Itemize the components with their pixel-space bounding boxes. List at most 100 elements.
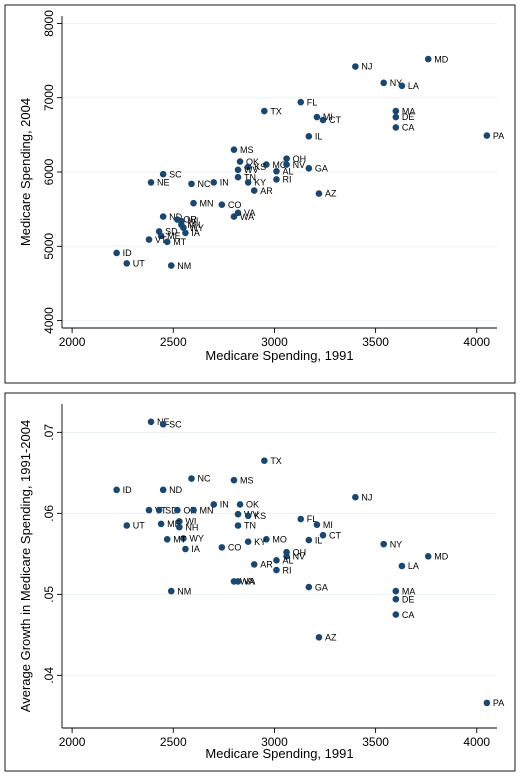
- data-point-ar: [250, 561, 258, 568]
- data-point-il: [305, 133, 313, 140]
- point-label-tn: TN: [244, 172, 256, 182]
- data-point-ms: [230, 146, 238, 154]
- x-ticks: 2000 2500 3000 3500 4000: [59, 328, 490, 349]
- x-ticks: 2000 2500 3000 3500 4000: [59, 728, 490, 749]
- data-point-co: [218, 201, 226, 208]
- data-point-in: [210, 179, 218, 186]
- data-point-ut: [123, 260, 131, 267]
- point-label-ma: MA: [402, 586, 416, 596]
- data-point-va: [234, 578, 242, 585]
- data-point-mn: [190, 506, 197, 514]
- point-label-nh: NH: [187, 220, 200, 230]
- point-label-ks: KS: [254, 511, 266, 521]
- point-label-ms: MS: [240, 145, 254, 155]
- point-label-tn: TN: [244, 521, 256, 531]
- data-point-ky: [244, 538, 252, 545]
- data-point-az: [315, 190, 323, 197]
- data-point-md: [424, 552, 432, 560]
- point-label-ct: CT: [329, 115, 341, 125]
- point-label-va: VA: [244, 208, 255, 218]
- point-label-nc: NC: [197, 474, 210, 484]
- point-label-ri: RI: [282, 175, 291, 185]
- y-tick-label: 8000: [42, 10, 56, 37]
- data-point-ut: [123, 522, 131, 529]
- point-label-ky: KY: [254, 537, 266, 547]
- point-label-me: ME: [167, 231, 181, 241]
- point-label-ma: MA: [402, 106, 416, 116]
- point-label-ky: KY: [254, 178, 266, 188]
- point-label-az: AZ: [325, 632, 337, 642]
- point-label-mn: MN: [200, 198, 214, 208]
- data-point-pa: [483, 699, 491, 707]
- data-point-ne: [147, 418, 155, 426]
- data-point-ca: [392, 124, 400, 131]
- point-label-id: ID: [123, 485, 133, 495]
- point-label-fl: FL: [307, 514, 318, 524]
- point-label-wi: WI: [187, 216, 198, 226]
- point-label-vt: VT: [155, 235, 167, 245]
- point-label-il: IL: [315, 535, 323, 545]
- data-point-co: [218, 544, 226, 551]
- data-point-ok: [236, 158, 244, 165]
- point-label-sd: SD: [165, 227, 178, 237]
- data-point-nv: [283, 552, 290, 560]
- data-point-id: [113, 249, 120, 257]
- data-point-fl: [297, 515, 305, 523]
- top-chart-panel: 4000 5000 6000 7000 8000 2000 2500 3000 3500 400…: [0, 0, 521, 388]
- point-label-tx: TX: [270, 456, 282, 466]
- data-point-tx: [261, 457, 268, 464]
- data-point-ne: [147, 179, 155, 186]
- data-point-nm: [167, 587, 175, 595]
- data-point-la: [398, 562, 406, 570]
- data-point-ia: [182, 229, 189, 237]
- point-label-nj: NJ: [361, 62, 372, 72]
- data-point-fl: [297, 98, 305, 106]
- data-point-nd: [159, 213, 167, 220]
- data-point-nj: [352, 493, 359, 501]
- point-label-mi: MI: [323, 520, 333, 530]
- data-point-wv: [234, 166, 242, 174]
- x-tick-label: 3500: [362, 335, 389, 349]
- point-label-va: VA: [244, 577, 255, 587]
- point-label-mt: MT: [173, 534, 186, 544]
- data-point-mi: [313, 113, 321, 121]
- data-point-ct: [319, 116, 327, 124]
- data-point-in: [210, 501, 218, 508]
- x-tick-label: 4000: [463, 735, 490, 749]
- point-label-la: LA: [408, 81, 419, 91]
- data-point-nj: [352, 63, 359, 70]
- data-point-al: [273, 167, 280, 175]
- data-point-ky: [244, 179, 252, 186]
- x-tick-label: 4000: [463, 335, 490, 349]
- point-label-ut: UT: [133, 521, 145, 531]
- point-label-ca: CA: [402, 123, 415, 133]
- point-label-nv: NV: [293, 160, 306, 170]
- y-tick-label: .06: [42, 505, 56, 522]
- data-point-ri: [273, 566, 280, 574]
- point-label-ok: OK: [246, 157, 259, 167]
- y-tick-label: 7000: [42, 84, 56, 111]
- data-point-ms: [230, 476, 238, 484]
- point-label-nd: ND: [169, 485, 182, 495]
- y-ticks: .04 .05 .06 .07: [42, 424, 62, 684]
- data-point-sd: [155, 506, 163, 514]
- y-tick-label: .07: [42, 424, 56, 441]
- point-label-in: IN: [220, 500, 229, 510]
- point-label-nm: NM: [177, 586, 191, 596]
- y-tick-label: 4000: [42, 307, 56, 334]
- x-tick-label: 2000: [59, 735, 86, 749]
- point-label-mn: MN: [200, 505, 214, 515]
- plot-frame: [4, 392, 516, 772]
- point-label-mi: MI: [323, 112, 333, 122]
- data-point-il: [305, 536, 313, 544]
- data-point-nd: [159, 486, 167, 494]
- point-label-nm: NM: [177, 261, 191, 271]
- data-point-mn: [190, 199, 197, 207]
- data-point-mo: [263, 535, 270, 543]
- point-label-sd: SD: [165, 505, 178, 515]
- x-tick-label: 2500: [160, 735, 187, 749]
- data-point-tx: [261, 107, 268, 115]
- data-point-me: [157, 232, 165, 240]
